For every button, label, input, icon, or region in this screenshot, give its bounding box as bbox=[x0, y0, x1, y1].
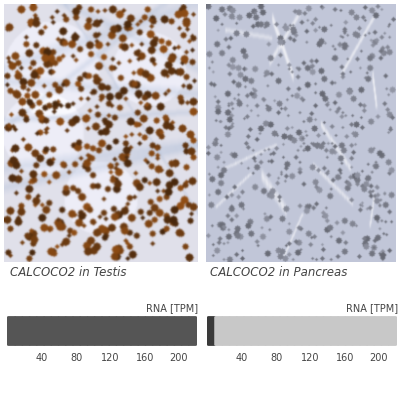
FancyBboxPatch shape bbox=[279, 316, 288, 346]
FancyBboxPatch shape bbox=[207, 316, 216, 346]
FancyBboxPatch shape bbox=[330, 316, 339, 346]
Text: 200: 200 bbox=[370, 353, 388, 363]
FancyBboxPatch shape bbox=[79, 316, 88, 346]
FancyBboxPatch shape bbox=[236, 316, 245, 346]
FancyBboxPatch shape bbox=[123, 316, 132, 346]
FancyBboxPatch shape bbox=[29, 316, 38, 346]
FancyBboxPatch shape bbox=[214, 316, 223, 346]
FancyBboxPatch shape bbox=[381, 316, 390, 346]
FancyBboxPatch shape bbox=[65, 316, 74, 346]
FancyBboxPatch shape bbox=[36, 316, 45, 346]
FancyBboxPatch shape bbox=[174, 316, 182, 346]
FancyBboxPatch shape bbox=[337, 316, 346, 346]
FancyBboxPatch shape bbox=[137, 316, 146, 346]
FancyBboxPatch shape bbox=[43, 316, 52, 346]
FancyBboxPatch shape bbox=[94, 316, 103, 346]
Text: 120: 120 bbox=[101, 353, 120, 363]
FancyBboxPatch shape bbox=[22, 316, 30, 346]
Text: 120: 120 bbox=[301, 353, 320, 363]
FancyBboxPatch shape bbox=[258, 316, 267, 346]
Text: 80: 80 bbox=[270, 353, 282, 363]
FancyBboxPatch shape bbox=[243, 316, 252, 346]
FancyBboxPatch shape bbox=[108, 316, 117, 346]
Text: 80: 80 bbox=[70, 353, 82, 363]
FancyBboxPatch shape bbox=[250, 316, 260, 346]
FancyBboxPatch shape bbox=[181, 316, 190, 346]
Text: 160: 160 bbox=[136, 353, 154, 363]
FancyBboxPatch shape bbox=[144, 316, 154, 346]
FancyBboxPatch shape bbox=[366, 316, 375, 346]
FancyBboxPatch shape bbox=[72, 316, 81, 346]
FancyBboxPatch shape bbox=[87, 316, 96, 346]
FancyBboxPatch shape bbox=[352, 316, 361, 346]
FancyBboxPatch shape bbox=[301, 316, 310, 346]
FancyBboxPatch shape bbox=[7, 316, 16, 346]
FancyBboxPatch shape bbox=[323, 316, 332, 346]
FancyBboxPatch shape bbox=[374, 316, 382, 346]
FancyBboxPatch shape bbox=[166, 316, 175, 346]
FancyBboxPatch shape bbox=[222, 316, 230, 346]
FancyBboxPatch shape bbox=[359, 316, 368, 346]
Text: RNA [TPM]: RNA [TPM] bbox=[346, 303, 398, 313]
FancyBboxPatch shape bbox=[50, 316, 60, 346]
Text: CALCOCO2 in Testis: CALCOCO2 in Testis bbox=[10, 266, 126, 279]
Text: 200: 200 bbox=[170, 353, 188, 363]
FancyBboxPatch shape bbox=[58, 316, 67, 346]
Text: CALCOCO2 in Pancreas: CALCOCO2 in Pancreas bbox=[210, 266, 347, 279]
FancyBboxPatch shape bbox=[388, 316, 397, 346]
Text: 160: 160 bbox=[336, 353, 354, 363]
FancyBboxPatch shape bbox=[101, 316, 110, 346]
FancyBboxPatch shape bbox=[188, 316, 197, 346]
FancyBboxPatch shape bbox=[130, 316, 139, 346]
FancyBboxPatch shape bbox=[308, 316, 317, 346]
FancyBboxPatch shape bbox=[316, 316, 325, 346]
FancyBboxPatch shape bbox=[265, 316, 274, 346]
FancyBboxPatch shape bbox=[287, 316, 296, 346]
Text: RNA [TPM]: RNA [TPM] bbox=[146, 303, 198, 313]
FancyBboxPatch shape bbox=[272, 316, 281, 346]
FancyBboxPatch shape bbox=[116, 316, 125, 346]
Text: 40: 40 bbox=[236, 353, 248, 363]
FancyBboxPatch shape bbox=[14, 316, 23, 346]
FancyBboxPatch shape bbox=[229, 316, 238, 346]
Text: 40: 40 bbox=[36, 353, 48, 363]
FancyBboxPatch shape bbox=[152, 316, 161, 346]
FancyBboxPatch shape bbox=[159, 316, 168, 346]
FancyBboxPatch shape bbox=[294, 316, 303, 346]
FancyBboxPatch shape bbox=[344, 316, 354, 346]
